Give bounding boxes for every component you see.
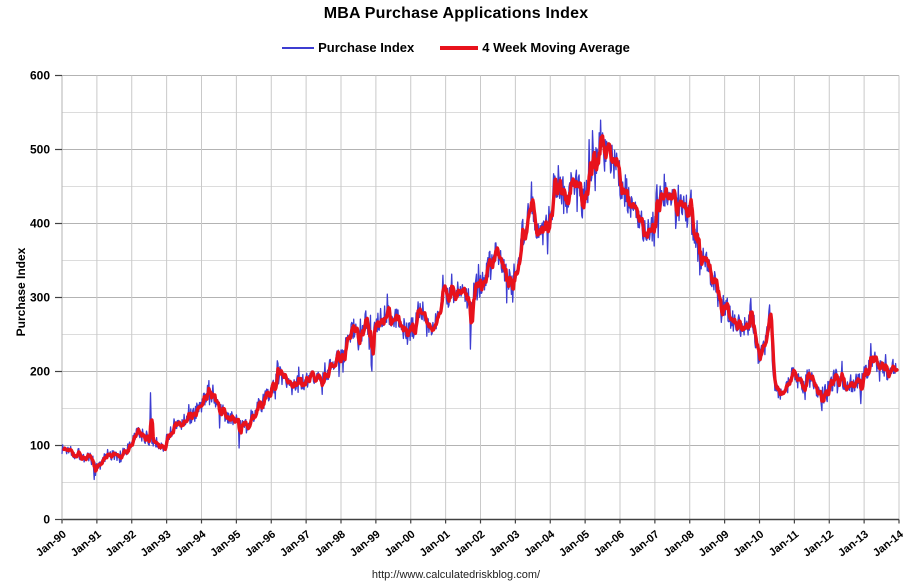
y-tick-label: 300 [30,291,50,305]
footer-url: http://www.calculatedriskblog.com/ [371,569,541,581]
chart-title: MBA Purchase Applications Index [323,5,589,22]
x-tick-label: Jan-13 [836,528,871,559]
y-tick-label: 400 [30,217,50,231]
y-tick-label: 0 [43,513,50,527]
x-tick-label: Jan-93 [139,528,174,559]
x-tick-label: Jan-05 [557,528,592,559]
x-tick-label: Jan-00 [383,528,418,559]
x-tick-label: Jan-97 [278,528,313,559]
x-tick-label: Jan-12 [801,528,836,559]
x-tick-label: Jan-99 [348,528,383,559]
y-tick-label: 100 [30,439,50,453]
x-tick-label: Jan-07 [627,528,662,559]
x-tick-label: Jan-03 [487,528,522,559]
moving-average-series-line [62,134,899,473]
purchase-index-series-line [61,119,898,481]
x-tick-label: Jan-90 [34,528,69,559]
x-tick-label: Jan-09 [697,528,732,559]
x-tick-label: Jan-02 [452,528,487,559]
legend-item-moving-average: 4 Week Moving Average [440,40,630,55]
y-tick-label: 500 [30,143,50,157]
x-tick-label: Jan-96 [243,528,278,559]
purchase-index-line-swatch [282,46,315,49]
y-tick-label: 200 [30,365,50,379]
y-tick-labels: 0 100 200 300 400 500 600 [30,69,50,527]
x-tick-label: Jan-95 [208,528,243,559]
legend-item-purchase-index: Purchase Index [282,40,414,55]
x-tick-label: Jan-10 [731,528,766,559]
x-tick-label: Jan-01 [418,528,453,559]
x-tick-label: Jan-11 [767,528,801,559]
x-tick-labels: Jan-90 Jan-91 Jan-92 Jan-93 Jan-94 Jan-95 Jan-… [34,528,907,559]
x-tick-label: Jan-91 [69,528,104,559]
legend-label-purchase-index: Purchase Index [318,40,415,55]
y-tick-label: 600 [30,69,50,83]
moving-average-line-swatch [440,45,479,50]
x-tick-label: Jan-92 [104,528,139,559]
legend-label-moving-average: 4 Week Moving Average [482,40,630,55]
x-tick-label: Jan-98 [313,528,348,559]
x-tick-label: Jan-04 [522,528,558,559]
x-tick-label: Jan-08 [662,528,697,559]
grid-lines [61,75,900,520]
x-tick-label: Jan-94 [173,528,209,559]
x-tick-label: Jan-14 [871,528,907,559]
legend: Purchase Index 4 Week Moving Average [0,40,912,55]
x-tick-label: Jan-06 [592,528,627,559]
